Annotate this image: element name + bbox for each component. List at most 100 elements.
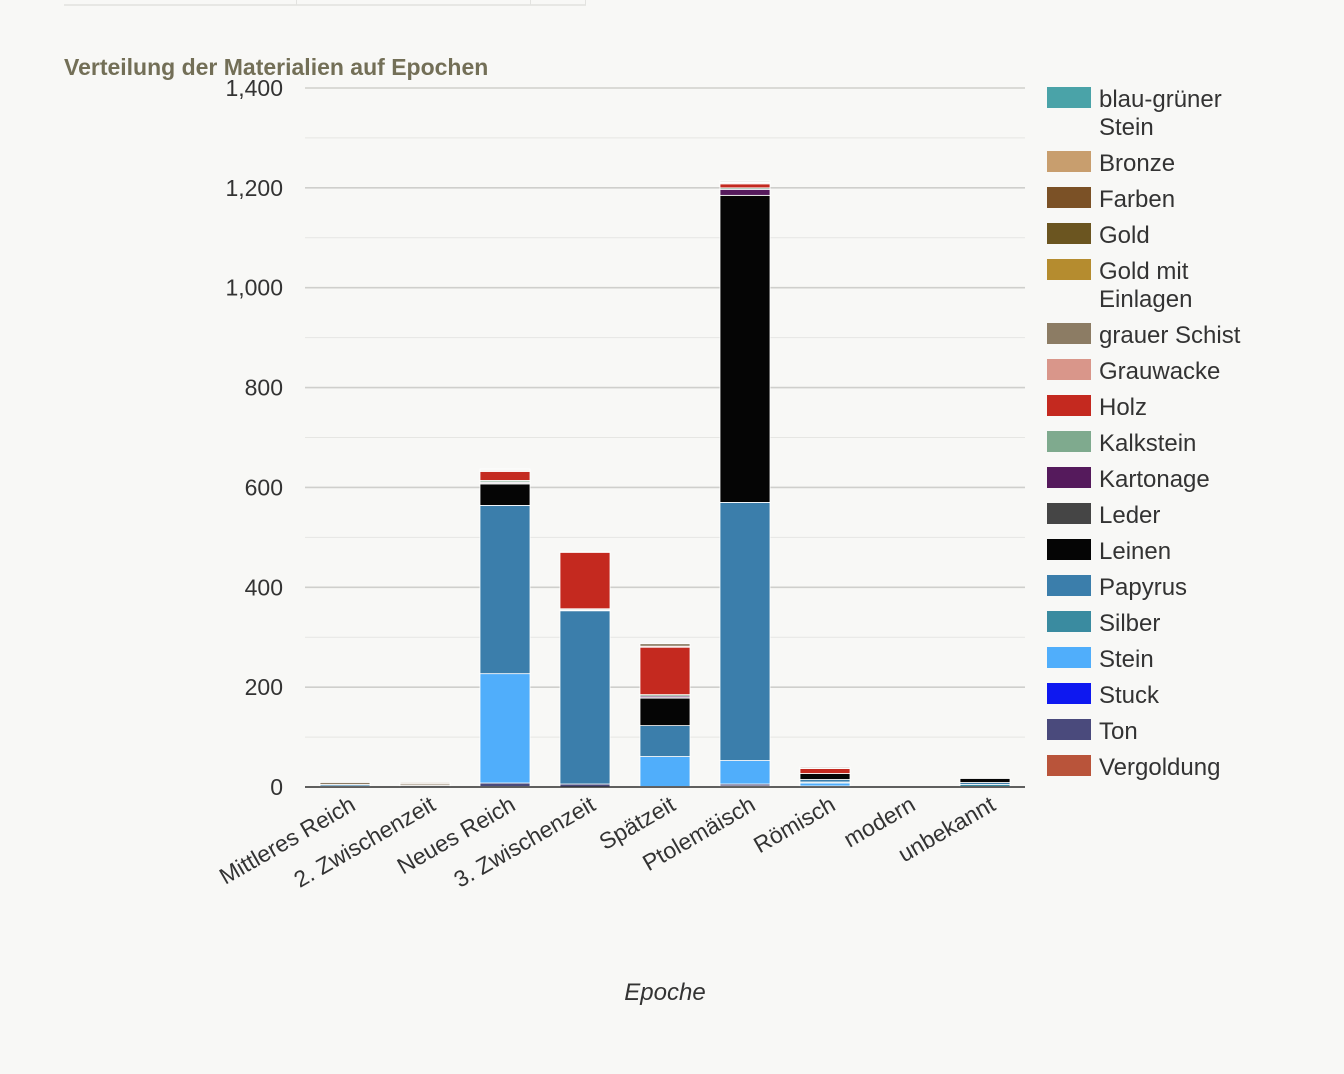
legend-label: Kalkstein <box>1099 430 1196 457</box>
bar-segment[interactable] <box>719 194 771 503</box>
bar-segment[interactable] <box>799 766 851 769</box>
table-column-divider <box>296 0 297 5</box>
axes-layer: 0 200 400 600 800 1,000 1,200 1,400 Mittleres Re… <box>215 75 1025 893</box>
bar-segment[interactable] <box>479 471 531 481</box>
legend-swatch <box>1047 755 1091 776</box>
y-tick-label: 1,000 <box>225 275 283 301</box>
legend-item[interactable]: Leder <box>1047 502 1160 529</box>
x-tick-label: 3. Zwischenzeit <box>449 791 600 893</box>
legend-label: blau-grüner Stein <box>1099 86 1222 141</box>
legend-item[interactable]: Holz <box>1047 394 1147 421</box>
legend-item[interactable]: Kalkstein <box>1047 430 1196 457</box>
bar-segment[interactable] <box>479 505 531 675</box>
legend-swatch <box>1047 395 1091 416</box>
bar-segment[interactable] <box>479 468 531 470</box>
legend-swatch <box>1047 323 1091 344</box>
bar-segment[interactable] <box>639 697 691 726</box>
legend-swatch <box>1047 719 1091 740</box>
y-tick-label: 400 <box>245 574 283 600</box>
legend-swatch <box>1047 223 1091 244</box>
bar-segment[interactable] <box>799 773 851 780</box>
bar-segment[interactable] <box>559 551 611 610</box>
legend-item[interactable]: Farben <box>1047 186 1175 213</box>
bar-segment[interactable] <box>479 483 531 506</box>
legend-swatch <box>1047 87 1091 108</box>
legend-swatch <box>1047 359 1091 380</box>
bar-segment[interactable] <box>719 183 771 189</box>
legend-swatch <box>1047 431 1091 452</box>
bar-segment[interactable] <box>959 778 1011 783</box>
legend-label: Farben <box>1099 186 1175 213</box>
legend-item[interactable]: grauer Schist <box>1047 322 1241 349</box>
bar-segment[interactable] <box>479 673 531 784</box>
bar-segment[interactable] <box>799 782 851 787</box>
legend-item[interactable]: Gold <box>1047 222 1150 249</box>
legend-item[interactable]: Vergoldung <box>1047 754 1220 781</box>
legend-swatch <box>1047 467 1091 488</box>
legend-item[interactable]: Gold mit Einlagen <box>1047 258 1192 313</box>
legend-label: grauer Schist <box>1099 322 1241 349</box>
legend-label: Holz <box>1099 394 1147 421</box>
bar-segment[interactable] <box>799 768 851 774</box>
legend-label: Leinen <box>1099 538 1171 565</box>
legend-swatch <box>1047 611 1091 632</box>
bar-segment[interactable] <box>639 646 691 696</box>
bar-segment[interactable] <box>719 760 771 785</box>
legend-swatch <box>1047 539 1091 560</box>
legend-item[interactable]: Kartonage <box>1047 466 1210 493</box>
legend-item[interactable]: Silber <box>1047 610 1160 637</box>
legend-item[interactable]: Stuck <box>1047 682 1160 709</box>
bar-segment[interactable] <box>479 782 531 787</box>
legend-item[interactable]: Stein <box>1047 646 1154 673</box>
legend-swatch <box>1047 503 1091 524</box>
legend-label: Bronze <box>1099 150 1175 177</box>
y-tick-label: 600 <box>245 474 283 500</box>
legend-swatch <box>1047 575 1091 596</box>
table-column-divider <box>530 0 531 5</box>
chart-title: Verteilung der Materialien auf Epochen <box>64 54 489 80</box>
legend-item[interactable]: Papyrus <box>1047 574 1187 601</box>
x-tick-label: Römisch <box>749 791 839 858</box>
legend-label: Leder <box>1099 502 1160 529</box>
legend-swatch <box>1047 259 1091 280</box>
legend-label: Stein <box>1099 646 1154 673</box>
legend-label: Gold <box>1099 222 1150 249</box>
y-tick-label: 0 <box>270 774 283 800</box>
legend-item[interactable]: Leinen <box>1047 538 1171 565</box>
legend-label: Stuck <box>1099 682 1160 709</box>
legend-label: Grauwacke <box>1099 358 1220 385</box>
bar-segment[interactable] <box>319 782 371 785</box>
legend-swatch <box>1047 151 1091 172</box>
legend-label: Silber <box>1099 610 1160 637</box>
bar-segment[interactable] <box>399 782 451 784</box>
legend-swatch <box>1047 187 1091 208</box>
legend-layer: blau-grüner Stein Bronze Farben Gold Gold mit… <box>1047 86 1241 781</box>
legend-swatch <box>1047 647 1091 668</box>
bar-segment[interactable] <box>559 610 611 785</box>
legend-item[interactable]: Bronze <box>1047 150 1175 177</box>
x-axis-title: Epoche <box>624 979 705 1006</box>
bar-segment[interactable] <box>719 180 771 182</box>
x-tick-label: Mittleres Reich <box>215 791 360 890</box>
legend-item[interactable]: Ton <box>1047 718 1138 745</box>
legend-label: Kartonage <box>1099 466 1210 493</box>
bars-layer <box>319 180 1011 788</box>
table-bottom-edge <box>64 0 586 6</box>
legend-label: Ton <box>1099 718 1138 745</box>
bar-segment[interactable] <box>719 502 771 761</box>
bar-segment[interactable] <box>559 551 611 553</box>
y-tick-label: 800 <box>245 375 283 401</box>
legend-item[interactable]: Grauwacke <box>1047 358 1220 385</box>
table-column-divider <box>585 0 586 5</box>
legend-swatch <box>1047 683 1091 704</box>
bar-segment[interactable] <box>639 756 691 787</box>
bar-segment[interactable] <box>639 725 691 757</box>
legend-item[interactable]: blau-grüner Stein <box>1047 86 1222 141</box>
bar-segment[interactable] <box>639 643 691 647</box>
y-tick-label: 1,200 <box>225 175 283 201</box>
legend-label: Vergoldung <box>1099 754 1220 781</box>
bar-segment[interactable] <box>719 188 771 196</box>
y-tick-label: 1,400 <box>225 75 283 101</box>
